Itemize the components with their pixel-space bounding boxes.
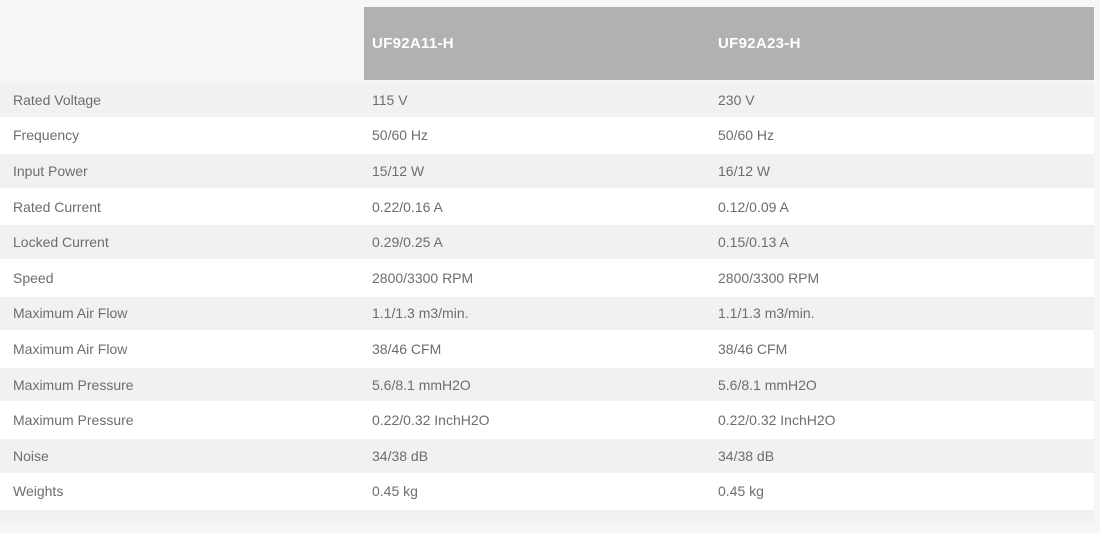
spec-table: UF92A11-H UF92A23-H Rated Voltage 115 V … bbox=[0, 7, 1094, 524]
cell-value: 38/46 CFM bbox=[718, 340, 788, 357]
row-label: Maximum Pressure bbox=[13, 376, 134, 393]
cell-value: 0.45 kg bbox=[718, 483, 764, 500]
cell-value: 230 V bbox=[718, 91, 755, 108]
table-row: Maximum Pressure 0.22/0.32 InchH2O 0.22/… bbox=[0, 403, 1094, 439]
row-label: Frequency bbox=[13, 127, 80, 144]
model-column-header-label: UF92A23-H bbox=[718, 35, 801, 52]
table-row: Rated Voltage 115 V 230 V bbox=[0, 83, 1094, 119]
row-label: Locked Current bbox=[13, 234, 109, 251]
row-label: Maximum Air Flow bbox=[13, 340, 128, 357]
cell-value: 0.15/0.13 A bbox=[718, 234, 789, 251]
row-label: Rated Current bbox=[13, 198, 101, 215]
table-row: Maximum Air Flow 38/46 CFM 38/46 CFM bbox=[0, 332, 1094, 368]
cell-value: 38/46 CFM bbox=[372, 340, 442, 357]
table-body: Rated Voltage 115 V 230 V Frequency 50/6… bbox=[0, 83, 1094, 511]
cell-value: 0.22/0.32 InchH2O bbox=[718, 412, 836, 429]
cell-value: 0.22/0.32 InchH2O bbox=[372, 412, 490, 429]
model-column-header-uf92a11h: UF92A11-H bbox=[364, 7, 710, 80]
cell-value: 34/38 dB bbox=[718, 447, 775, 464]
table-footer-strip bbox=[0, 510, 1094, 524]
cell-value: 15/12 W bbox=[372, 162, 425, 179]
cell-value: 34/38 dB bbox=[372, 447, 429, 464]
table-row: Maximum Air Flow 1.1/1.3 m3/min. 1.1/1.3… bbox=[0, 296, 1094, 333]
cell-value: 2800/3300 RPM bbox=[372, 269, 474, 286]
table-row: Frequency 50/60 Hz 50/60 Hz bbox=[0, 118, 1094, 155]
cell-value: 50/60 Hz bbox=[718, 127, 775, 144]
table-row: Rated Current 0.22/0.16 A 0.12/0.09 A bbox=[0, 189, 1094, 226]
row-label: Noise bbox=[13, 447, 49, 464]
model-column-header-label: UF92A11-H bbox=[372, 35, 454, 52]
row-label: Maximum Air Flow bbox=[13, 305, 128, 322]
cell-value: 115 V bbox=[372, 91, 408, 108]
cell-value: 5.6/8.1 mmH2O bbox=[718, 376, 817, 393]
cell-value: 1.1/1.3 m3/min. bbox=[718, 305, 815, 322]
row-label: Input Power bbox=[13, 162, 88, 179]
row-label: Rated Voltage bbox=[13, 91, 101, 108]
cell-value: 16/12 W bbox=[718, 162, 771, 179]
cell-value: 2800/3300 RPM bbox=[718, 269, 820, 286]
table-row: Maximum Pressure 5.6/8.1 mmH2O 5.6/8.1 m… bbox=[0, 367, 1094, 404]
cell-value: 0.12/0.09 A bbox=[718, 198, 789, 215]
row-label: Weights bbox=[13, 483, 64, 500]
model-column-header-uf92a23h: UF92A23-H bbox=[710, 7, 1094, 80]
cell-value: 5.6/8.1 mmH2O bbox=[372, 376, 471, 393]
cell-value: 0.29/0.25 A bbox=[372, 234, 443, 251]
table-header-row: UF92A11-H UF92A23-H bbox=[0, 7, 1094, 80]
cell-value: 0.45 kg bbox=[372, 483, 418, 500]
table-row: Speed 2800/3300 RPM 2800/3300 RPM bbox=[0, 260, 1094, 297]
table-row: Locked Current 0.29/0.25 A 0.15/0.13 A bbox=[0, 225, 1094, 261]
cell-value: 0.22/0.16 A bbox=[372, 198, 443, 215]
row-label: Maximum Pressure bbox=[13, 412, 134, 429]
header-spacer-cell bbox=[0, 7, 364, 80]
table-row: Input Power 15/12 W 16/12 W bbox=[0, 154, 1094, 190]
table-row: Weights 0.45 kg 0.45 kg bbox=[0, 474, 1094, 511]
table-row: Noise 34/38 dB 34/38 dB bbox=[0, 438, 1094, 475]
row-label: Speed bbox=[13, 269, 54, 286]
cell-value: 1.1/1.3 m3/min. bbox=[372, 305, 469, 322]
cell-value: 50/60 Hz bbox=[372, 127, 429, 144]
